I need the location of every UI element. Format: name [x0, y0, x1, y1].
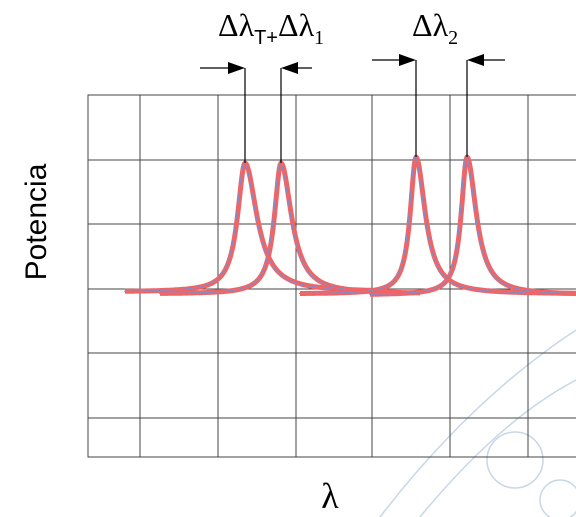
- grid: [87, 94, 576, 458]
- spectrum-curve: [298, 154, 576, 296]
- watermark: [379, 329, 576, 517]
- y-label: Potencia: [20, 163, 53, 280]
- markers: [200, 54, 505, 163]
- annotation-1: ΔλT+Δλ1: [218, 7, 324, 49]
- spectrum-trace: [299, 156, 575, 294]
- curves: [123, 154, 576, 297]
- spectrum-curve: [123, 160, 382, 294]
- spectrum-curve: [158, 160, 422, 296]
- spectrum-trace: [159, 162, 419, 294]
- x-label: λ: [321, 476, 339, 516]
- annotation-2: Δλ2: [412, 7, 458, 49]
- spectrum-trace: [369, 156, 576, 295]
